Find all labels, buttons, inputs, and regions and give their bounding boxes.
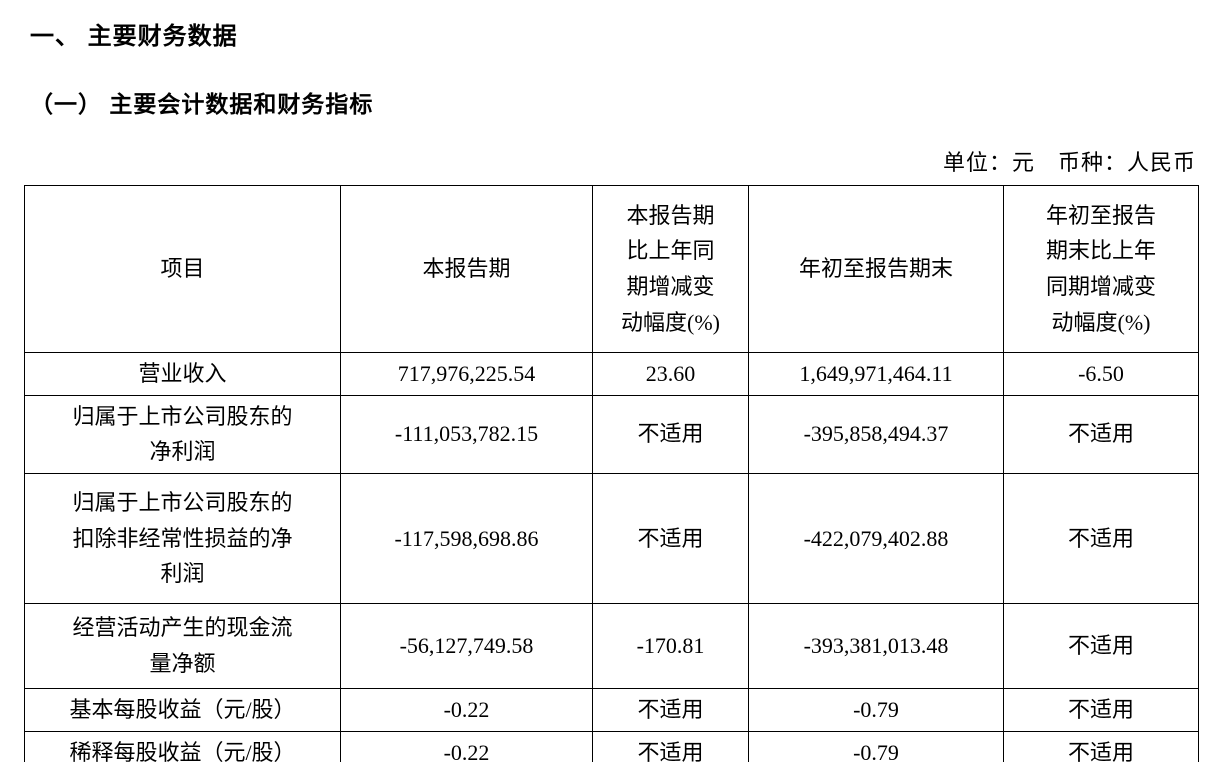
cell-current-period: -56,127,749.58: [340, 602, 593, 689]
col-header-ytd-change: 年初至报告 期末比上年 同期增减变 动幅度(%): [1003, 185, 1199, 353]
cell-ytd-change: 不适用: [1003, 394, 1199, 474]
col-header-current-period: 本报告期: [340, 185, 593, 353]
table-section: 单位：元 币种：人民币 项目 本报告期 本报告期 比上年同 期增减变 动幅度(%…: [24, 145, 1199, 762]
cell-current-change: 不适用: [592, 687, 749, 732]
cell-current-change: 不适用: [592, 394, 749, 474]
cell-ytd: -393,381,013.48: [748, 602, 1004, 689]
table-row-net-profit-excl-nonrecurring: 归属于上市公司股东的 扣除非经常性损益的净 利润 -117,598,698.86…: [24, 472, 1199, 604]
financial-data-table: 项目 本报告期 本报告期 比上年同 期增减变 动幅度(%) 年初至报告期末 年初…: [24, 185, 1199, 762]
col-header-item: 项目: [24, 185, 341, 353]
cell-ytd: -422,079,402.88: [748, 472, 1004, 604]
cell-current-change: 不适用: [592, 472, 749, 604]
row-item-label: 稀释每股收益（元/股）: [24, 730, 341, 762]
table-row-diluted-eps: 稀释每股收益（元/股） -0.22 不适用 -0.79 不适用: [24, 730, 1199, 762]
cell-current-period: -117,598,698.86: [340, 472, 593, 604]
cell-current-period: -0.22: [340, 687, 593, 732]
table-row-basic-eps: 基本每股收益（元/股） -0.22 不适用 -0.79 不适用: [24, 687, 1199, 732]
col-header-ytd: 年初至报告期末: [748, 185, 1004, 353]
col-header-current-change: 本报告期 比上年同 期增减变 动幅度(%): [592, 185, 749, 353]
subsection-heading: （一） 主要会计数据和财务指标: [30, 91, 374, 117]
cell-ytd: 1,649,971,464.11: [748, 352, 1004, 396]
cell-ytd-change: 不适用: [1003, 602, 1199, 689]
cell-ytd-change: -6.50: [1003, 352, 1199, 396]
row-item-label: 归属于上市公司股东的 扣除非经常性损益的净 利润: [24, 472, 341, 604]
section-heading: 一、 主要财务数据: [30, 23, 238, 50]
table-header-row: 项目 本报告期 本报告期 比上年同 期增减变 动幅度(%) 年初至报告期末 年初…: [24, 185, 1199, 353]
table-row-operating-cash-flow: 经营活动产生的现金流 量净额 -56,127,749.58 -170.81 -3…: [24, 602, 1199, 689]
cell-current-period: 717,976,225.54: [340, 352, 593, 396]
cell-current-period: -111,053,782.15: [340, 394, 593, 474]
cell-ytd-change: 不适用: [1003, 730, 1199, 762]
unit-currency-note: 单位：元 币种：人民币: [942, 150, 1196, 175]
row-item-label: 经营活动产生的现金流 量净额: [24, 602, 341, 689]
cell-ytd-change: 不适用: [1003, 472, 1199, 604]
cell-current-change: 23.60: [592, 352, 749, 396]
cell-ytd: -0.79: [748, 687, 1004, 732]
row-item-label: 基本每股收益（元/股）: [24, 687, 341, 732]
row-item-label: 归属于上市公司股东的 净利润: [24, 394, 341, 474]
row-item-label: 营业收入: [24, 352, 341, 396]
cell-current-period: -0.22: [340, 730, 593, 762]
cell-ytd: -395,858,494.37: [748, 394, 1004, 474]
cell-ytd-change: 不适用: [1003, 687, 1199, 732]
cell-current-change: 不适用: [592, 730, 749, 762]
cell-current-change: -170.81: [592, 602, 749, 689]
cell-ytd: -0.79: [748, 730, 1004, 762]
table-row-revenue: 营业收入 717,976,225.54 23.60 1,649,971,464.…: [24, 352, 1199, 396]
table-row-net-profit: 归属于上市公司股东的 净利润 -111,053,782.15 不适用 -395,…: [24, 394, 1199, 474]
